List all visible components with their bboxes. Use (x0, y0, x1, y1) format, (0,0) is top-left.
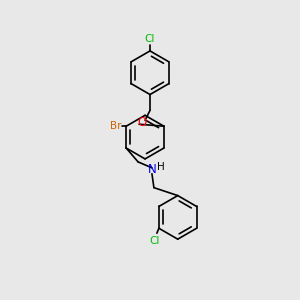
Text: Cl: Cl (150, 236, 160, 246)
Text: Cl: Cl (145, 34, 155, 44)
Text: H: H (157, 162, 165, 172)
Text: N: N (148, 163, 156, 176)
Text: O: O (137, 116, 147, 129)
Text: Br: Br (110, 121, 121, 131)
